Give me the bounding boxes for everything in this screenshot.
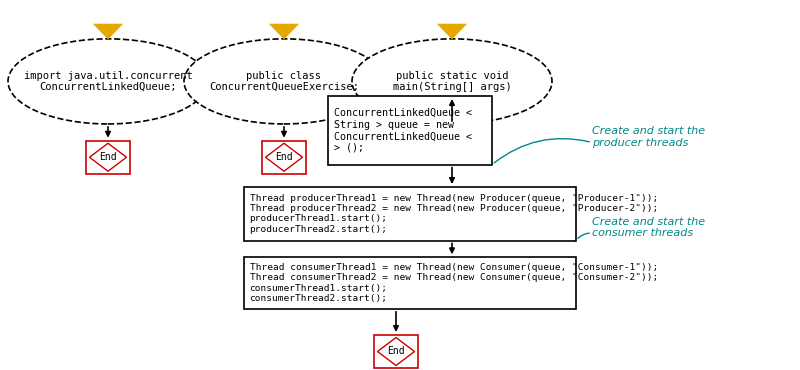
Bar bbox=[244, 257, 576, 309]
Bar bbox=[86, 141, 130, 174]
Text: End: End bbox=[275, 152, 293, 162]
Text: Thread producerThread1 = new Thread(new Producer(queue, "Producer-1"));
Thread p: Thread producerThread1 = new Thread(new … bbox=[250, 194, 658, 234]
Ellipse shape bbox=[352, 39, 552, 124]
Text: public static void
main(String[] args): public static void main(String[] args) bbox=[393, 71, 511, 92]
Bar bbox=[328, 96, 492, 165]
Bar bbox=[374, 335, 418, 368]
Polygon shape bbox=[94, 24, 122, 39]
Polygon shape bbox=[270, 24, 298, 39]
Text: End: End bbox=[99, 152, 117, 162]
Text: import java.util.concurrent
ConcurrentLinkedQueue;: import java.util.concurrent ConcurrentLi… bbox=[24, 71, 192, 92]
Text: Create and start the
consumer threads: Create and start the consumer threads bbox=[592, 217, 705, 238]
Polygon shape bbox=[266, 143, 302, 171]
Text: End: End bbox=[387, 346, 405, 357]
Bar bbox=[262, 141, 306, 174]
Bar bbox=[244, 187, 576, 240]
Polygon shape bbox=[378, 337, 414, 366]
Text: Thread consumerThread1 = new Thread(new Consumer(queue, "Consumer-1"));
Thread c: Thread consumerThread1 = new Thread(new … bbox=[250, 263, 658, 303]
Polygon shape bbox=[438, 24, 466, 39]
Text: public class
ConcurrentQueueExercise;: public class ConcurrentQueueExercise; bbox=[209, 71, 359, 92]
Text: Create and start the
producer threads: Create and start the producer threads bbox=[592, 126, 705, 148]
Ellipse shape bbox=[184, 39, 384, 124]
Polygon shape bbox=[90, 143, 126, 171]
Ellipse shape bbox=[8, 39, 208, 124]
Text: ConcurrentLinkedQueue <
String > queue = new
ConcurrentLinkedQueue <
> ();: ConcurrentLinkedQueue < String > queue =… bbox=[334, 108, 472, 153]
